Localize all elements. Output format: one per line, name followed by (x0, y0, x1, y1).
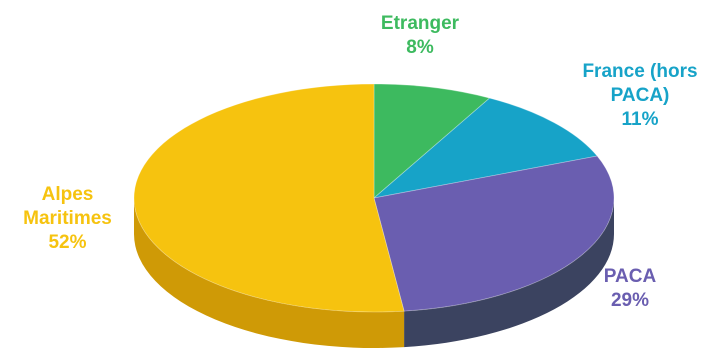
label-france-name-line1: France (hors (582, 61, 698, 82)
label-etranger-percent: 8% (406, 37, 434, 58)
label-alpes-percent: 52% (48, 232, 87, 253)
pie-slices (133, 83, 615, 313)
label-paca: PACA 29% (575, 265, 685, 313)
label-france-name-line2: PACA) (610, 85, 670, 106)
pie-side-alpes-maritimes (134, 198, 405, 349)
label-etranger: Etranger 8% (360, 12, 480, 60)
label-paca-name: PACA (603, 266, 657, 287)
pie-slice-france-hors-paca (372, 97, 598, 199)
label-alpes-name-line2: Maritimes (23, 208, 112, 229)
pie-side-paca (404, 198, 614, 348)
pie-slice-alpes-maritimes (133, 83, 405, 313)
pie-slice-paca (373, 155, 615, 312)
label-alpes: Alpes Maritimes 52% (0, 183, 135, 255)
label-alpes-name-line1: Alpes (41, 184, 94, 205)
label-france: France (hors PACA) 11% (565, 60, 715, 132)
label-paca-percent: 29% (610, 290, 650, 311)
label-etranger-name: Etranger (380, 13, 460, 34)
label-france-percent: 11% (621, 109, 659, 130)
pie-sides (134, 198, 614, 349)
pie-slice-etranger (373, 83, 491, 199)
